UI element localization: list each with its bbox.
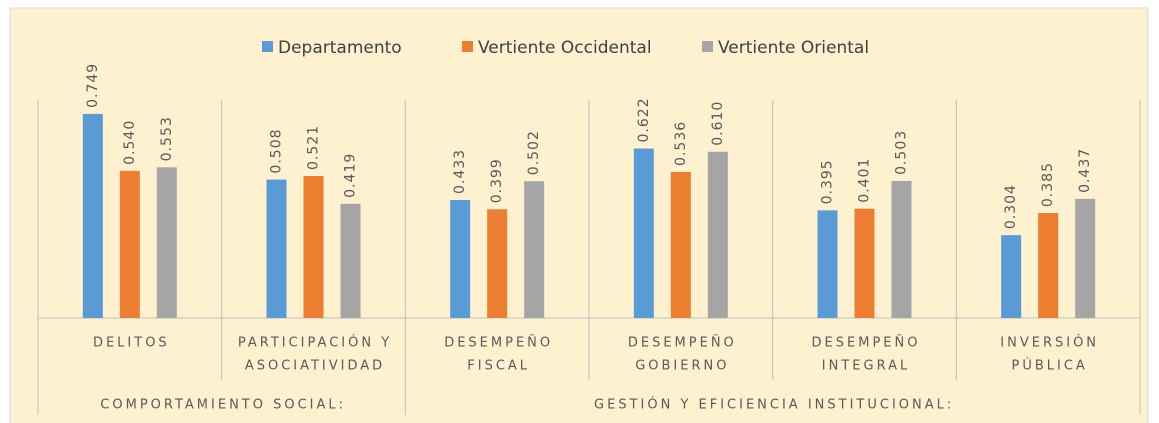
- data-label: 0.749: [85, 63, 101, 108]
- bar: [340, 203, 361, 318]
- x-tick-label: ASOCIATIVIDAD: [245, 359, 385, 374]
- bar: [633, 148, 654, 318]
- chart-background: [9, 7, 1149, 423]
- bar: [891, 180, 912, 318]
- bar: [670, 171, 691, 318]
- x-tick-label: INVERSIÓN: [1000, 335, 1099, 351]
- data-label: 0.553: [159, 116, 175, 161]
- data-label: 0.521: [306, 125, 322, 170]
- x-tick-label: INTEGRAL: [822, 359, 910, 374]
- data-label: 0.385: [1040, 162, 1056, 207]
- bar: [1001, 235, 1022, 318]
- bar: [524, 181, 545, 318]
- data-label: 0.399: [489, 158, 505, 203]
- legend-label: Departamento: [278, 38, 402, 58]
- bar: [303, 176, 324, 318]
- legend-swatch: [702, 41, 713, 52]
- data-label: 0.508: [269, 128, 285, 173]
- data-label: 0.540: [122, 120, 138, 165]
- legend-label: Vertiente Occidental: [478, 38, 652, 58]
- x-tick-label: PARTICIPACIÓN Y: [238, 335, 392, 351]
- bar: [1075, 198, 1096, 318]
- group-label: COMPORTAMIENTO SOCIAL:: [100, 398, 346, 413]
- bar: [1038, 213, 1059, 318]
- bar: [487, 209, 508, 318]
- data-label: 0.622: [636, 97, 652, 142]
- data-label: 0.610: [710, 101, 726, 146]
- bar: [156, 167, 177, 318]
- x-tick-label: DESEMPEÑO: [628, 335, 737, 351]
- data-label: 0.503: [894, 130, 910, 175]
- group-label: GESTIÓN Y EFICIENCIA INSTITUCIONAL:: [594, 397, 954, 413]
- bar: [82, 113, 103, 319]
- x-tick-label: DELITOS: [93, 336, 170, 351]
- legend-swatch: [462, 41, 473, 52]
- x-tick-label: FISCAL: [467, 359, 530, 374]
- data-label: 0.437: [1077, 148, 1093, 193]
- legend-label: Vertiente Oriental: [718, 38, 869, 58]
- x-tick-label: GOBIERNO: [635, 359, 729, 374]
- x-tick-label: DESEMPEÑO: [444, 335, 553, 351]
- x-tick-label: PÚBLICA: [1012, 358, 1088, 374]
- data-label: 0.419: [343, 153, 359, 198]
- bar: [266, 179, 287, 318]
- data-label: 0.502: [526, 130, 542, 175]
- bar: [450, 200, 471, 318]
- bar: [707, 151, 728, 318]
- data-label: 0.401: [857, 158, 873, 203]
- bar: [119, 170, 140, 318]
- x-tick-label: DESEMPEÑO: [812, 335, 921, 351]
- bar: [817, 210, 838, 318]
- bar: [854, 208, 875, 318]
- data-label: 0.395: [820, 159, 836, 204]
- data-label: 0.304: [1003, 184, 1019, 229]
- data-label: 0.433: [452, 149, 468, 194]
- legend-swatch: [262, 41, 273, 52]
- data-label: 0.536: [673, 121, 689, 166]
